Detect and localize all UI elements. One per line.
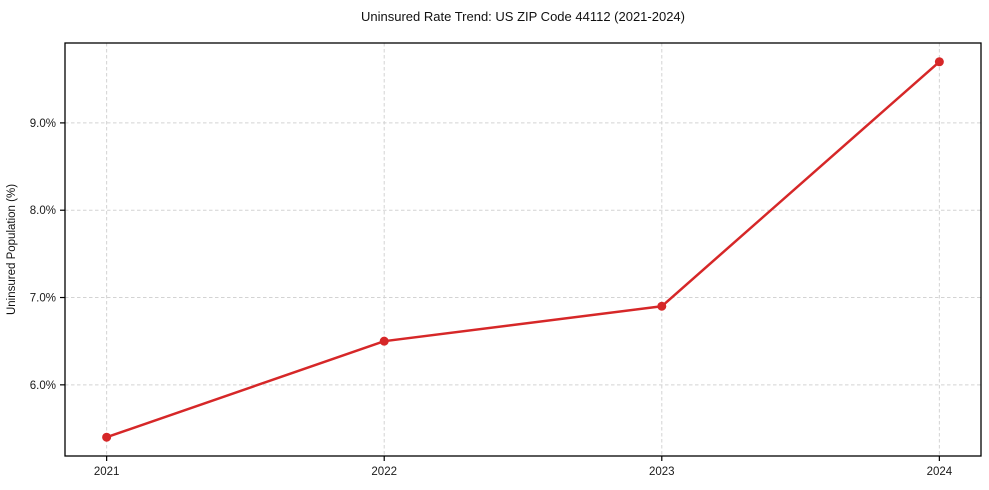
x-tick-label: 2022 — [371, 466, 397, 478]
trend-line — [105, 60, 941, 439]
y-tick-label: 9.0% — [30, 118, 56, 130]
x-tick-label: 2023 — [649, 466, 675, 478]
data-point-marker — [102, 432, 112, 442]
data-point-marker — [657, 301, 667, 311]
y-tick-label: 7.0% — [30, 293, 56, 305]
plot-border — [64, 42, 982, 457]
y-tick-label: 6.0% — [30, 380, 56, 392]
y-tick-label: 8.0% — [30, 205, 56, 217]
x-tick-label: 2021 — [94, 466, 120, 478]
x-tick-label: 2024 — [927, 466, 953, 478]
y-axis-label: Uninsured Population (%) — [6, 184, 18, 315]
chart-title: Uninsured Rate Trend: US ZIP Code 44112 … — [361, 9, 685, 24]
data-point-marker — [934, 57, 944, 67]
data-point-marker — [379, 336, 389, 346]
